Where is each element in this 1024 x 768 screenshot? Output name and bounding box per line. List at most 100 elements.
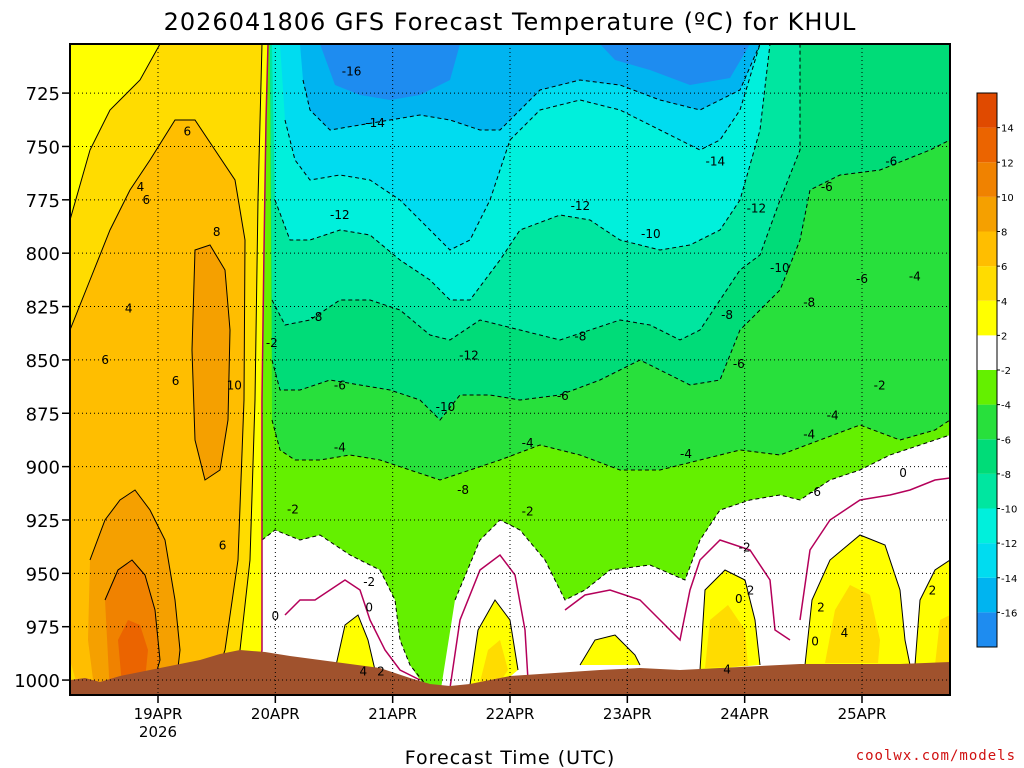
contour-label: -6 [821, 180, 833, 194]
terrain [70, 650, 950, 695]
colorbar-tick-label: -4 [1001, 401, 1011, 412]
y-tick-label: 975 [26, 618, 60, 639]
colorbar-tick-label: -8 [1001, 470, 1011, 481]
contour-label: 6 [219, 539, 227, 553]
contour-label: 6 [101, 353, 109, 367]
contour-label: -12 [459, 349, 479, 363]
y-tick-label: 825 [26, 298, 60, 319]
x-gridlines [157, 44, 863, 695]
colorbar-swatch [977, 335, 997, 370]
contour-label: 2 [929, 583, 937, 597]
contour-label: -2 [739, 541, 751, 555]
credit-text: coolwx.com/models [856, 748, 1016, 764]
region-warm-12-to-14 [118, 620, 148, 685]
contour-label: -4 [803, 428, 815, 442]
y-tick-label: 750 [26, 137, 60, 158]
contour-label: -4 [827, 408, 839, 422]
colorbar-tick-label: -10 [1001, 505, 1017, 516]
contour-label: -4 [680, 447, 692, 461]
y-tick-label: 850 [26, 351, 60, 372]
contour-label: -8 [721, 308, 733, 322]
colorbar-tick-label: 10 [1001, 193, 1014, 204]
contour-label: -2 [874, 379, 886, 393]
contour-label: -6 [557, 389, 569, 403]
colorbar-swatch [977, 196, 997, 232]
colorbar-tick-label: 2 [1001, 331, 1007, 342]
y-tick-label: 1000 [14, 671, 60, 692]
region-warm-4-to-6 [480, 640, 508, 682]
region-warm-4-to-6 [705, 605, 748, 668]
y-gridlines [70, 92, 950, 681]
colorbar-tick-label: -12 [1001, 539, 1017, 550]
contour-label: 0 [365, 600, 373, 614]
chart-title: 2026041806 GFS Forecast Temperature (ºC)… [164, 8, 857, 36]
contour-label: -10 [641, 227, 661, 241]
region-below-minus16 [600, 44, 750, 85]
contour-label: 4 [125, 302, 133, 316]
x-axis-label: Forecast Time (UTC) [405, 747, 615, 768]
colorbar-swatch [977, 300, 997, 336]
colorbar-tick-label: -14 [1001, 574, 1017, 585]
contour-label: 0 [735, 592, 743, 606]
colorbar-swatch [977, 577, 997, 613]
contour-label: -4 [334, 440, 346, 454]
colorbar-swatch [977, 127, 997, 163]
colorbar-swatch [977, 543, 997, 578]
colorbar-swatch [977, 473, 997, 509]
plot-area [70, 44, 950, 695]
contour-label: -6 [885, 154, 897, 168]
colorbar-tick-label: 6 [1001, 262, 1007, 273]
contour-label: -4 [522, 436, 534, 450]
y-axis-ticks: 725 750 775 800 825 850 875 900 925 950 975 1000 [14, 84, 70, 692]
contour-label: -6 [334, 379, 346, 393]
contour-label: 4 [723, 662, 731, 676]
contour-label: 8 [213, 225, 221, 239]
contour-label: -12 [571, 199, 591, 213]
colorbar: -16 -14 -12 -10 -8 -6 -4 -2 2 4 6 8 10 12 14 [976, 92, 1017, 648]
contour-label: -6 [733, 357, 745, 371]
contour-label: -14 [706, 154, 726, 168]
contour-label: -12 [747, 201, 767, 215]
contour-label: -2 [266, 336, 278, 350]
contour-label: 4 [137, 180, 145, 194]
contour-label: -4 [909, 270, 921, 284]
contour-label: -2 [363, 575, 375, 589]
x-tick-label: 21APR [368, 705, 417, 723]
region-warm-4-to-6 [935, 615, 950, 665]
contour-label: -8 [803, 295, 815, 309]
contour-label: 6 [172, 374, 180, 388]
region-warm-2-to-4 [580, 635, 640, 665]
x-tick-label: 22APR [486, 705, 535, 723]
y-tick-label: 875 [26, 404, 60, 425]
contour-label: 2 [377, 665, 385, 679]
region-warm-8-to-10 [192, 245, 230, 480]
x-tick-label: 24APR [720, 705, 769, 723]
contour-label: -12 [330, 208, 350, 222]
contour-label: -10 [436, 400, 456, 414]
contour-label: 2 [747, 583, 755, 597]
colorbar-tick-label: 12 [1001, 158, 1014, 169]
contour-label: -10 [770, 261, 790, 275]
region-warm-2-to-4 [335, 615, 375, 672]
colorbar-tick-label: -2 [1001, 366, 1011, 377]
colorbar-swatch [977, 370, 997, 405]
contour-label: -2 [287, 502, 299, 516]
region-below-minus16 [320, 44, 460, 100]
contour-label: -16 [342, 65, 362, 79]
y-tick-label: 725 [26, 84, 60, 105]
colorbar-swatch [977, 93, 997, 128]
contour-label: 0 [899, 466, 907, 480]
colorbar-swatch [977, 231, 997, 267]
contour-label: -8 [574, 329, 586, 343]
colorbar-tick-label: 4 [1001, 297, 1007, 308]
contour-label: -8 [310, 310, 322, 324]
contour-label: 4 [360, 665, 368, 679]
colorbar-tick-label: -16 [1001, 608, 1017, 619]
contour-label: -8 [457, 483, 469, 497]
x-tick-label: 25APR [838, 705, 887, 723]
colorbar-swatch [977, 439, 997, 474]
y-tick-label: 925 [26, 511, 60, 532]
